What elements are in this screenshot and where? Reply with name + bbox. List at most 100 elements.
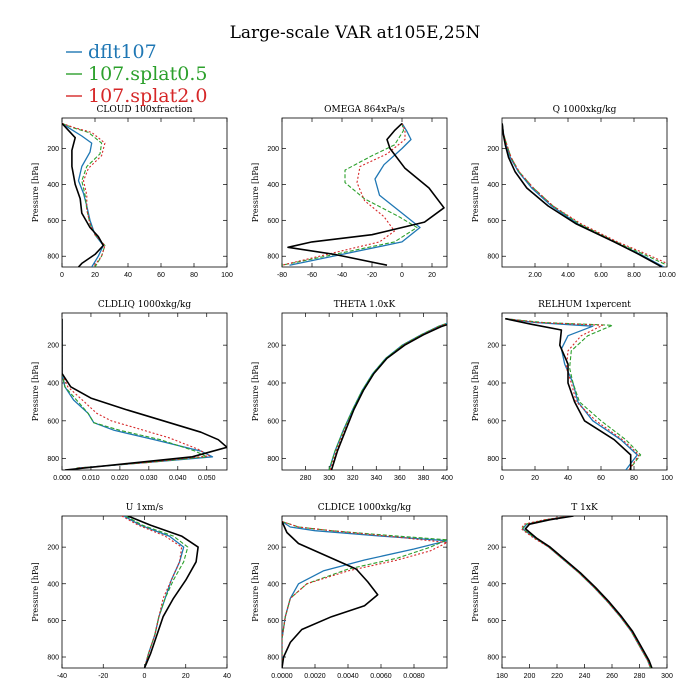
y-tick-label: 400 [267, 380, 279, 387]
x-tick-label: 0.020 [111, 475, 129, 482]
panel-title: RELHUM 1xpercent [538, 300, 631, 310]
y-axis-label: Pressure [hPa] [471, 562, 480, 622]
panel-1: CLOUD 100xfraction 0 20 40 60 80 100 200 400 600 8… [31, 105, 233, 279]
x-tick-label: 20 [428, 272, 436, 279]
y-tick-label: 400 [487, 182, 499, 189]
panel-title: CLOUD 100xfraction [97, 105, 193, 115]
x-tick-label: 0 [500, 475, 504, 482]
y-axis-label: Pressure [hPa] [251, 562, 260, 622]
series-line-107.splat0.5 [502, 123, 667, 266]
x-tick-label: 340 [370, 475, 382, 482]
series-group [62, 318, 227, 470]
x-tick-label: 60 [157, 272, 165, 279]
series-line-black [505, 317, 632, 470]
y-tick-label: 800 [47, 655, 59, 662]
panel-9: T 1xK 180 200 220 240 260 280 300 200 400 600 800 Pr… [471, 503, 673, 680]
plot-frame [61, 312, 228, 471]
panel-7: U 1xm/s -40 -20 0 20 40 200 400 600 800 Pressure [… [31, 503, 231, 680]
panel-title: U 1xm/s [126, 503, 164, 513]
plot-frame [281, 312, 448, 471]
x-tick-label: 40 [223, 673, 231, 680]
y-tick-label: 600 [267, 618, 279, 625]
y-tick-label: 600 [267, 218, 279, 225]
series-line-dflt107 [505, 318, 638, 470]
series-line-107.splat2.0 [520, 516, 652, 668]
series-line-black [282, 521, 379, 668]
series-line-black [502, 123, 663, 267]
x-tick-label: 80 [630, 475, 638, 482]
y-axis-label: Pressure [hPa] [31, 362, 40, 422]
series-line-dflt107 [62, 318, 214, 469]
series-line-107.splat2.0 [502, 123, 667, 264]
x-tick-label: 320 [347, 475, 359, 482]
x-tick-label: 380 [418, 475, 430, 482]
x-tick-label: -20 [367, 272, 377, 279]
y-axis-label: Pressure [hPa] [31, 562, 40, 622]
plot-frame [281, 515, 448, 669]
x-tick-label: 0.0000 [271, 673, 293, 680]
x-tick-label: -40 [337, 272, 347, 279]
series-group [502, 123, 667, 267]
series-line-dflt107 [502, 123, 665, 267]
series-line-107.splat2.0 [62, 318, 211, 469]
series-line-dflt107 [282, 520, 447, 668]
x-tick-label: 0.050 [198, 475, 216, 482]
x-tick-label: 0.0040 [337, 673, 359, 680]
series-line-dflt107 [62, 122, 104, 267]
x-tick-label: 40 [124, 272, 132, 279]
y-tick-label: 800 [487, 254, 499, 261]
series-line-black [62, 318, 227, 470]
x-tick-label: 300 [661, 673, 673, 680]
series-group [520, 516, 653, 668]
y-axis-label: Pressure [hPa] [251, 163, 260, 223]
y-tick-label: 400 [267, 182, 279, 189]
series-line-107.splat0.5 [282, 520, 447, 668]
plot-frame [501, 515, 668, 669]
series-line-dflt107 [328, 322, 447, 470]
panel-title: THETA 1.0xK [334, 300, 396, 310]
plot-frame [501, 312, 668, 471]
y-tick-label: 400 [487, 380, 499, 387]
y-tick-label: 600 [487, 418, 499, 425]
x-tick-label: 260 [606, 673, 618, 680]
x-tick-label: 200 [524, 673, 536, 680]
x-tick-label: 0.030 [140, 475, 158, 482]
panel-title: OMEGA 864xPa/s [324, 105, 405, 115]
series-group [328, 322, 447, 470]
y-tick-label: 600 [267, 418, 279, 425]
plot-frame [281, 117, 448, 268]
x-tick-label: 0.0080 [403, 673, 425, 680]
panel-2: OMEGA 864xPa/s -80 -60 -40 -20 0 20 200 400 600 80… [251, 105, 448, 279]
y-tick-label: 800 [267, 456, 279, 463]
series-line-dflt107 [521, 516, 652, 668]
y-tick-label: 800 [47, 456, 59, 463]
x-tick-label: 40 [564, 475, 572, 482]
y-tick-label: 600 [487, 218, 499, 225]
y-tick-label: 200 [487, 343, 499, 350]
x-tick-label: 0 [143, 673, 147, 680]
x-tick-label: 360 [394, 475, 406, 482]
y-tick-label: 200 [267, 343, 279, 350]
x-tick-label: 0.0020 [304, 673, 326, 680]
y-tick-label: 200 [47, 343, 59, 350]
legend-label: dflt107 [88, 41, 157, 63]
x-tick-label: 280 [634, 673, 646, 680]
y-tick-label: 200 [47, 545, 59, 552]
y-tick-label: 200 [267, 146, 279, 153]
y-tick-label: 600 [47, 218, 59, 225]
panel-4: CLDLIQ 1000xkg/kg 0.000 0.010 0.020 0.030 0.0… [31, 300, 228, 482]
panel-6: RELHUM 1xpercent 0 20 40 60 80 100 200 400 600 800… [471, 300, 673, 482]
legend-label: 107.splat2.0 [88, 85, 207, 107]
panel-title: Q 1000xkg/kg [553, 105, 617, 115]
y-axis-label: Pressure [hPa] [31, 163, 40, 223]
series-line-107.splat0.5 [282, 123, 418, 266]
y-tick-label: 800 [487, 456, 499, 463]
x-tick-label: 100 [661, 475, 673, 482]
x-tick-label: 180 [496, 673, 508, 680]
y-tick-label: 400 [47, 380, 59, 387]
x-tick-label: -20 [98, 673, 108, 680]
panel-8: CLDICE 1000xkg/kg 0.0000 0.0020 0.0040 0.006… [251, 503, 448, 680]
x-tick-label: -80 [277, 272, 287, 279]
panel-5: THETA 1.0xK 280 300 320 340 360 380 400 200 400 60… [251, 300, 453, 482]
